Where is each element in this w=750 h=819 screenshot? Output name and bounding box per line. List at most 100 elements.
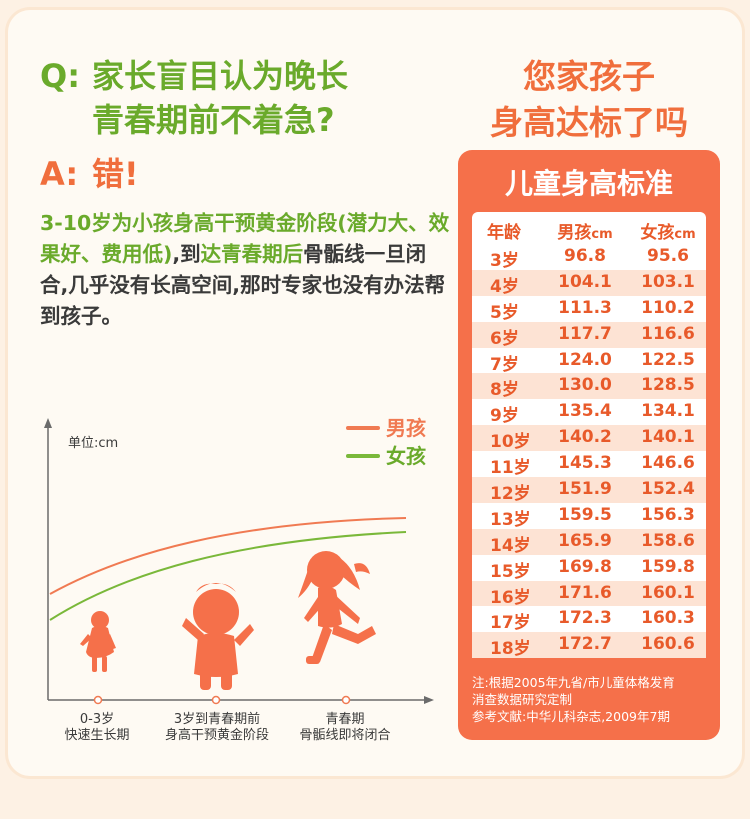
cell-age: 13岁 (490, 509, 531, 530)
cell-girl: 160.3 (641, 608, 695, 629)
y-axis-arrow (44, 418, 52, 428)
cell-boy: 96.8 (564, 246, 606, 266)
legend-swatch-girl (346, 454, 380, 458)
table-row: 3岁 96.8 95.6 (472, 244, 706, 271)
cell-boy: 165.9 (558, 530, 612, 551)
chart-legend: 男孩 女孩 (346, 414, 426, 470)
cell-boy: 135.4 (558, 401, 612, 422)
cell-age: 9岁 (490, 406, 519, 427)
cell-girl: 156.3 (641, 504, 695, 525)
table-row: 11岁 145.3 146.6 (472, 451, 706, 479)
table-row: 10岁 140.2 140.1 (472, 425, 706, 453)
cell-age: 10岁 (490, 432, 531, 453)
legend-item-girl: 女孩 (346, 442, 426, 470)
cell-age: 3岁 (490, 251, 519, 271)
cell-boy: 172.3 (558, 608, 612, 629)
girl-curve (49, 531, 407, 621)
header-age: 年龄 (487, 223, 521, 243)
table-row: 9岁 135.4 134.1 (472, 399, 706, 427)
cell-girl: 159.8 (641, 556, 695, 577)
table-row: 14岁 165.9 158.6 (472, 528, 706, 556)
answer-label: A: (40, 155, 79, 193)
cell-girl: 128.5 (641, 375, 695, 396)
header-boy: 男孩cm (557, 223, 613, 243)
cell-girl: 160.1 (641, 582, 695, 603)
headline-line2: 身高达标了吗 (490, 103, 688, 142)
cell-boy: 104.1 (558, 271, 612, 292)
header-girl: 女孩cm (640, 223, 696, 243)
cell-age: 15岁 (490, 561, 531, 582)
cell-age: 14岁 (490, 535, 531, 556)
cell-girl: 116.6 (641, 323, 695, 344)
cell-girl: 103.1 (641, 271, 695, 292)
chart-unit-label: 单位:cm (68, 436, 119, 451)
stage-marker-2 (211, 695, 221, 705)
body-text-highlight: 3-10岁为小孩身高干预黄金阶段(潜力大、效果好、费用低) (40, 211, 450, 266)
cell-boy: 169.8 (558, 556, 612, 577)
cell-boy: 140.2 (558, 427, 612, 448)
height-table-card: 儿童身高标准 年龄 男孩cm 女孩cm 3岁 96.8 95.6 4岁 104.1 103… (458, 150, 720, 740)
table-row: 4岁 104.1 103.1 (472, 269, 706, 297)
body-text-highlight-2: 达青春期后 (200, 242, 304, 266)
table-row: 8岁 130.0 128.5 (472, 373, 706, 400)
table-row: 6岁 117.7 116.6 (472, 321, 706, 349)
toddler-silhouette (80, 611, 116, 672)
teen-silhouette (298, 551, 376, 664)
cell-boy: 172.7 (558, 634, 612, 655)
cell-age: 16岁 (490, 587, 531, 608)
answer: A: 错! (40, 152, 139, 196)
table-row: 17岁 172.3 160.3 (472, 606, 706, 634)
table-row: 13岁 159.5 156.3 (472, 502, 706, 530)
table-header-row: 年龄 男孩cm 女孩cm (472, 212, 706, 244)
child-silhouette (182, 583, 254, 690)
stage-label-3: 青春期 骨骺线即将闭合 (299, 712, 391, 743)
cell-age: 5岁 (490, 302, 519, 323)
legend-item-boy: 男孩 (346, 414, 426, 442)
table-row: 15岁 169.8 159.8 (472, 554, 706, 582)
table-row: 7岁 124.0 122.5 (472, 347, 706, 375)
note-line3: 参考文献:中华儿科杂志,2009年7期 (472, 709, 670, 724)
note-line1: 注:根据2005年九省/市儿童体格发育 (472, 675, 675, 690)
question-line2: 青春期前不着急? (92, 101, 335, 139)
stage-marker-3 (341, 695, 351, 705)
cell-age: 4岁 (490, 276, 519, 297)
cell-age: 7岁 (490, 354, 519, 375)
cell-age: 18岁 (490, 639, 531, 660)
cell-girl: 134.1 (641, 401, 695, 422)
growth-chart (44, 418, 434, 705)
table-row: 16岁 171.6 160.1 (472, 580, 706, 608)
cell-age: 12岁 (490, 484, 531, 505)
note-line2: 消查数据研究定制 (472, 692, 573, 707)
cell-boy: 130.0 (558, 375, 612, 396)
question-label: Q: (40, 57, 80, 95)
cell-boy: 159.5 (558, 504, 612, 525)
question-line1: 家长盲目认为晚长 (92, 57, 349, 95)
body-text-rest: 骨骺线一旦闭合,几乎没有长高空间,那时专家也没有办法帮到孩子。 (40, 242, 446, 328)
body-text-mid: ,到 (172, 242, 201, 266)
table-body: 3岁 96.8 95.6 4岁 104.1 103.1 5岁 111.3 110.2 6岁 117.… (472, 244, 706, 660)
headline: 您家孩子 身高达标了吗 (462, 54, 716, 146)
headline-line1: 您家孩子 (523, 57, 655, 96)
cell-boy: 124.0 (558, 349, 612, 370)
boy-curve (49, 517, 407, 595)
x-axis-arrow (424, 696, 434, 704)
cell-boy: 171.6 (558, 582, 612, 603)
cell-girl: 122.5 (641, 349, 695, 370)
cell-boy: 117.7 (558, 323, 612, 344)
question: Q: 家长盲目认为晚长 青春期前不着急? (40, 54, 348, 142)
cell-age: 17岁 (490, 613, 531, 634)
cell-girl: 140.1 (641, 427, 695, 448)
stage-label-1: 0-3岁 快速生长期 (64, 712, 130, 743)
cell-girl: 160.6 (641, 634, 695, 655)
cell-girl: 146.6 (641, 453, 695, 474)
stage-label-2: 3岁到青春期前 身高干预黄金阶段 (164, 712, 269, 743)
cell-boy: 111.3 (558, 297, 612, 318)
table-title: 儿童身高标准 (504, 167, 673, 200)
table-row: 18岁 172.7 160.6 (472, 632, 706, 660)
cell-age: 11岁 (490, 458, 531, 479)
cell-girl: 95.6 (647, 246, 689, 266)
cell-boy: 145.3 (558, 453, 612, 474)
cell-girl: 152.4 (641, 479, 695, 500)
cell-girl: 158.6 (641, 530, 695, 551)
answer-text: 错! (92, 155, 139, 193)
